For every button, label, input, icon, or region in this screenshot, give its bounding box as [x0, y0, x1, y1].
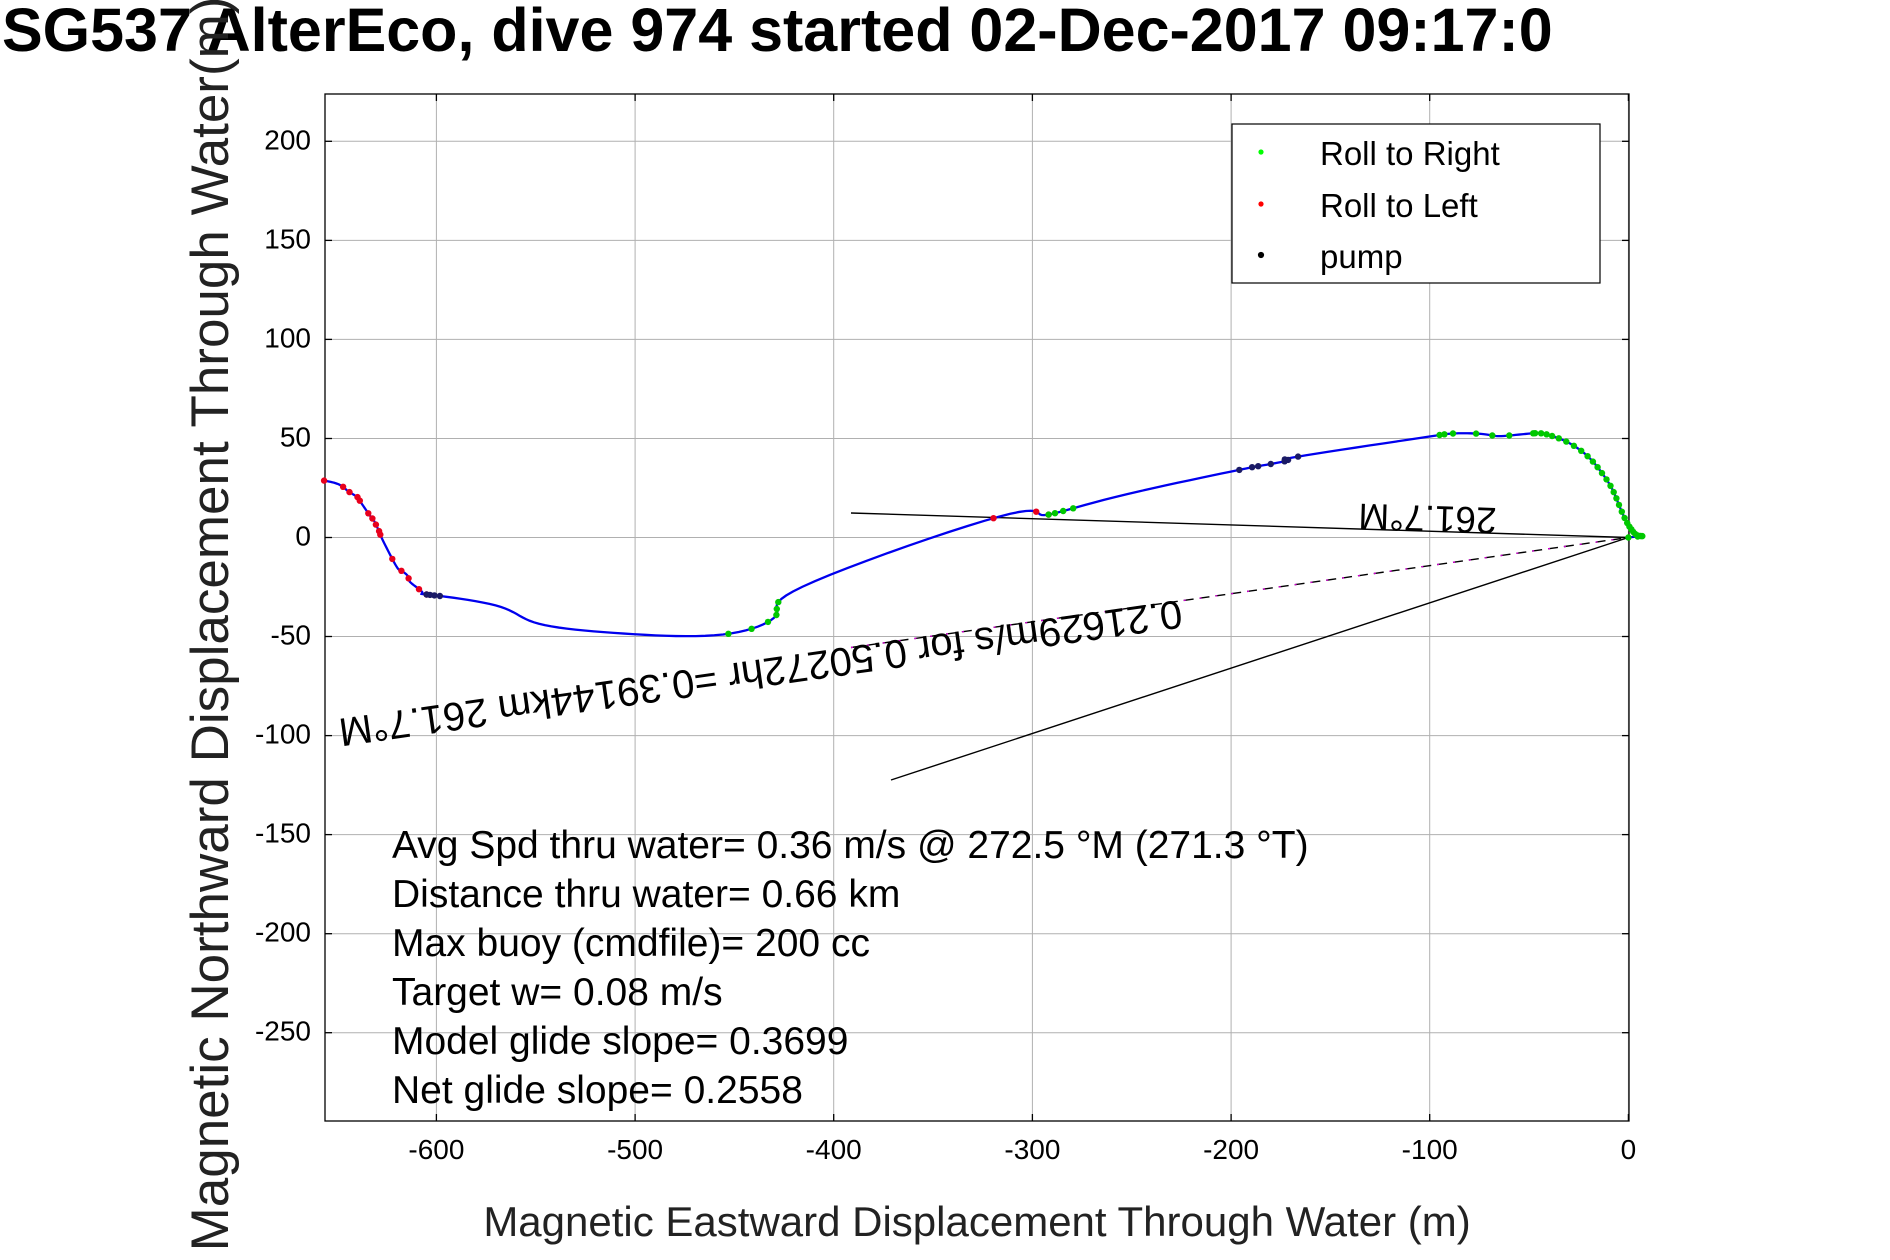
svg-text:0: 0	[295, 521, 311, 552]
svg-text:Magnetic Northward Displacemen: Magnetic Northward Displacement Through …	[181, 0, 240, 1251]
svg-text:-250: -250	[255, 1016, 311, 1047]
svg-text:Roll to Left: Roll to Left	[1320, 187, 1478, 224]
svg-text:Target w= 0.08 m/s: Target w= 0.08 m/s	[392, 971, 723, 1014]
svg-text:Distance thru water= 0.66 km: Distance thru water= 0.66 km	[392, 873, 900, 916]
svg-text:Roll to Right: Roll to Right	[1320, 135, 1500, 172]
svg-text:-600: -600	[408, 1134, 464, 1165]
svg-text:-300: -300	[1004, 1134, 1060, 1165]
svg-text:0.21629m/s for 0.50272hr =0.39: 0.21629m/s for 0.50272hr =0.39144km 261.…	[336, 591, 1185, 754]
svg-text:Magnetic Eastward Displacement: Magnetic Eastward Displacement Through W…	[483, 1198, 1470, 1245]
svg-text:-100: -100	[1402, 1134, 1458, 1165]
svg-text:-400: -400	[806, 1134, 862, 1165]
svg-text:Net glide slope= 0.2558: Net glide slope= 0.2558	[392, 1069, 803, 1112]
svg-text:pump: pump	[1320, 238, 1403, 275]
svg-text:-50: -50	[271, 620, 311, 651]
svg-text:150: 150	[264, 223, 311, 254]
svg-text:Model glide slope= 0.3699: Model glide slope= 0.3699	[392, 1020, 848, 1063]
svg-text:-100: -100	[255, 719, 311, 750]
svg-text:Max buoy (cmdfile)= 200 cc: Max buoy (cmdfile)= 200 cc	[392, 922, 870, 965]
svg-text:-150: -150	[255, 818, 311, 849]
svg-text:-200: -200	[255, 917, 311, 948]
svg-text:100: 100	[264, 322, 311, 353]
svg-text:Avg Spd thru water= 0.36 m/s: Avg Spd thru water= 0.36 m/s @ 272.5 °M …	[392, 824, 1309, 867]
svg-text:50: 50	[280, 422, 311, 453]
svg-text:261.7°M: 261.7°M	[1358, 496, 1497, 541]
svg-text:-200: -200	[1203, 1134, 1259, 1165]
svg-text:200: 200	[264, 124, 311, 155]
svg-text:-500: -500	[607, 1134, 663, 1165]
svg-text:0: 0	[1621, 1134, 1637, 1165]
